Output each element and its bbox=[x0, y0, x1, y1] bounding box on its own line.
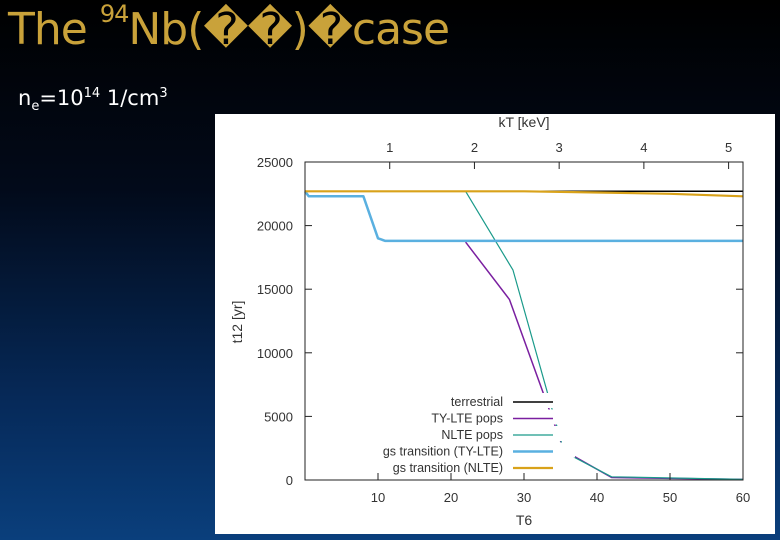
x-axis-title: T6 bbox=[516, 512, 533, 528]
x2-tick-label: 1 bbox=[386, 140, 393, 155]
y-tick-label: 25000 bbox=[257, 155, 293, 170]
density-equals: =10 bbox=[39, 86, 84, 110]
legend-label: terrestrial bbox=[451, 395, 503, 409]
legend-label: NLTE pops bbox=[441, 428, 503, 442]
x2-tick-label: 5 bbox=[725, 140, 732, 155]
x2-tick-label: 4 bbox=[640, 140, 647, 155]
y-tick-label: 10000 bbox=[257, 346, 293, 361]
density-exponent: 14 bbox=[83, 86, 101, 101]
legend-backdrop bbox=[331, 409, 575, 425]
y-axis-title: t12 [yr] bbox=[229, 301, 245, 344]
x2-tick-label: 3 bbox=[556, 140, 563, 155]
y-tick-label: 5000 bbox=[264, 409, 293, 424]
series-line bbox=[305, 190, 744, 198]
x-tick-label: 40 bbox=[590, 490, 604, 505]
half-life-chart: terrestrial TY-LTE pops NLTE pops gs transi… bbox=[229, 114, 750, 528]
y-tick-label: 20000 bbox=[257, 219, 293, 234]
density-subscript: e bbox=[31, 99, 40, 115]
legend-backdrop bbox=[331, 459, 575, 474]
x-tick-label: 10 bbox=[371, 490, 385, 505]
x-tick-label: 30 bbox=[517, 490, 531, 505]
chart-panel: terrestrial TY-LTE pops NLTE pops gs transi… bbox=[215, 114, 775, 534]
y-tick-label: 0 bbox=[286, 473, 293, 488]
x2-axis-title: kT [keV] bbox=[498, 114, 549, 130]
title-nuclide: Nb(��)�case bbox=[128, 4, 450, 55]
legend-label: gs transition (TY-LTE) bbox=[383, 445, 503, 459]
chart-marks bbox=[303, 190, 744, 481]
x2-tick-label: 2 bbox=[471, 140, 478, 155]
electron-density-label: ne=1014 1/cm3 bbox=[18, 86, 168, 114]
slide-title: The 94Nb(��)�case bbox=[8, 2, 450, 52]
x-tick-label: 60 bbox=[736, 490, 750, 505]
density-unit: 1/cm bbox=[100, 86, 160, 110]
y-tick-label: 15000 bbox=[257, 282, 293, 297]
density-symbol: n bbox=[18, 86, 32, 110]
series-line bbox=[303, 190, 743, 243]
legend-label: gs transition (NLTE) bbox=[393, 461, 503, 475]
legend-backdrop bbox=[331, 426, 575, 441]
legend-backdrop bbox=[331, 393, 575, 408]
chart-axes: 0 5000 10000 15000 20000 25000 10 20 30 40 50 60 1 2 3… bbox=[257, 140, 750, 505]
x-tick-label: 20 bbox=[444, 490, 458, 505]
legend-backdrop bbox=[331, 442, 575, 458]
x-tick-label: 50 bbox=[663, 490, 677, 505]
chart-legend: terrestrial TY-LTE pops NLTE pops gs transi… bbox=[331, 393, 575, 475]
title-mass-number: 94 bbox=[99, 0, 130, 28]
legend-label: TY-LTE pops bbox=[431, 412, 503, 426]
density-unit-exponent: 3 bbox=[159, 86, 168, 101]
title-prefix: The bbox=[8, 4, 100, 55]
